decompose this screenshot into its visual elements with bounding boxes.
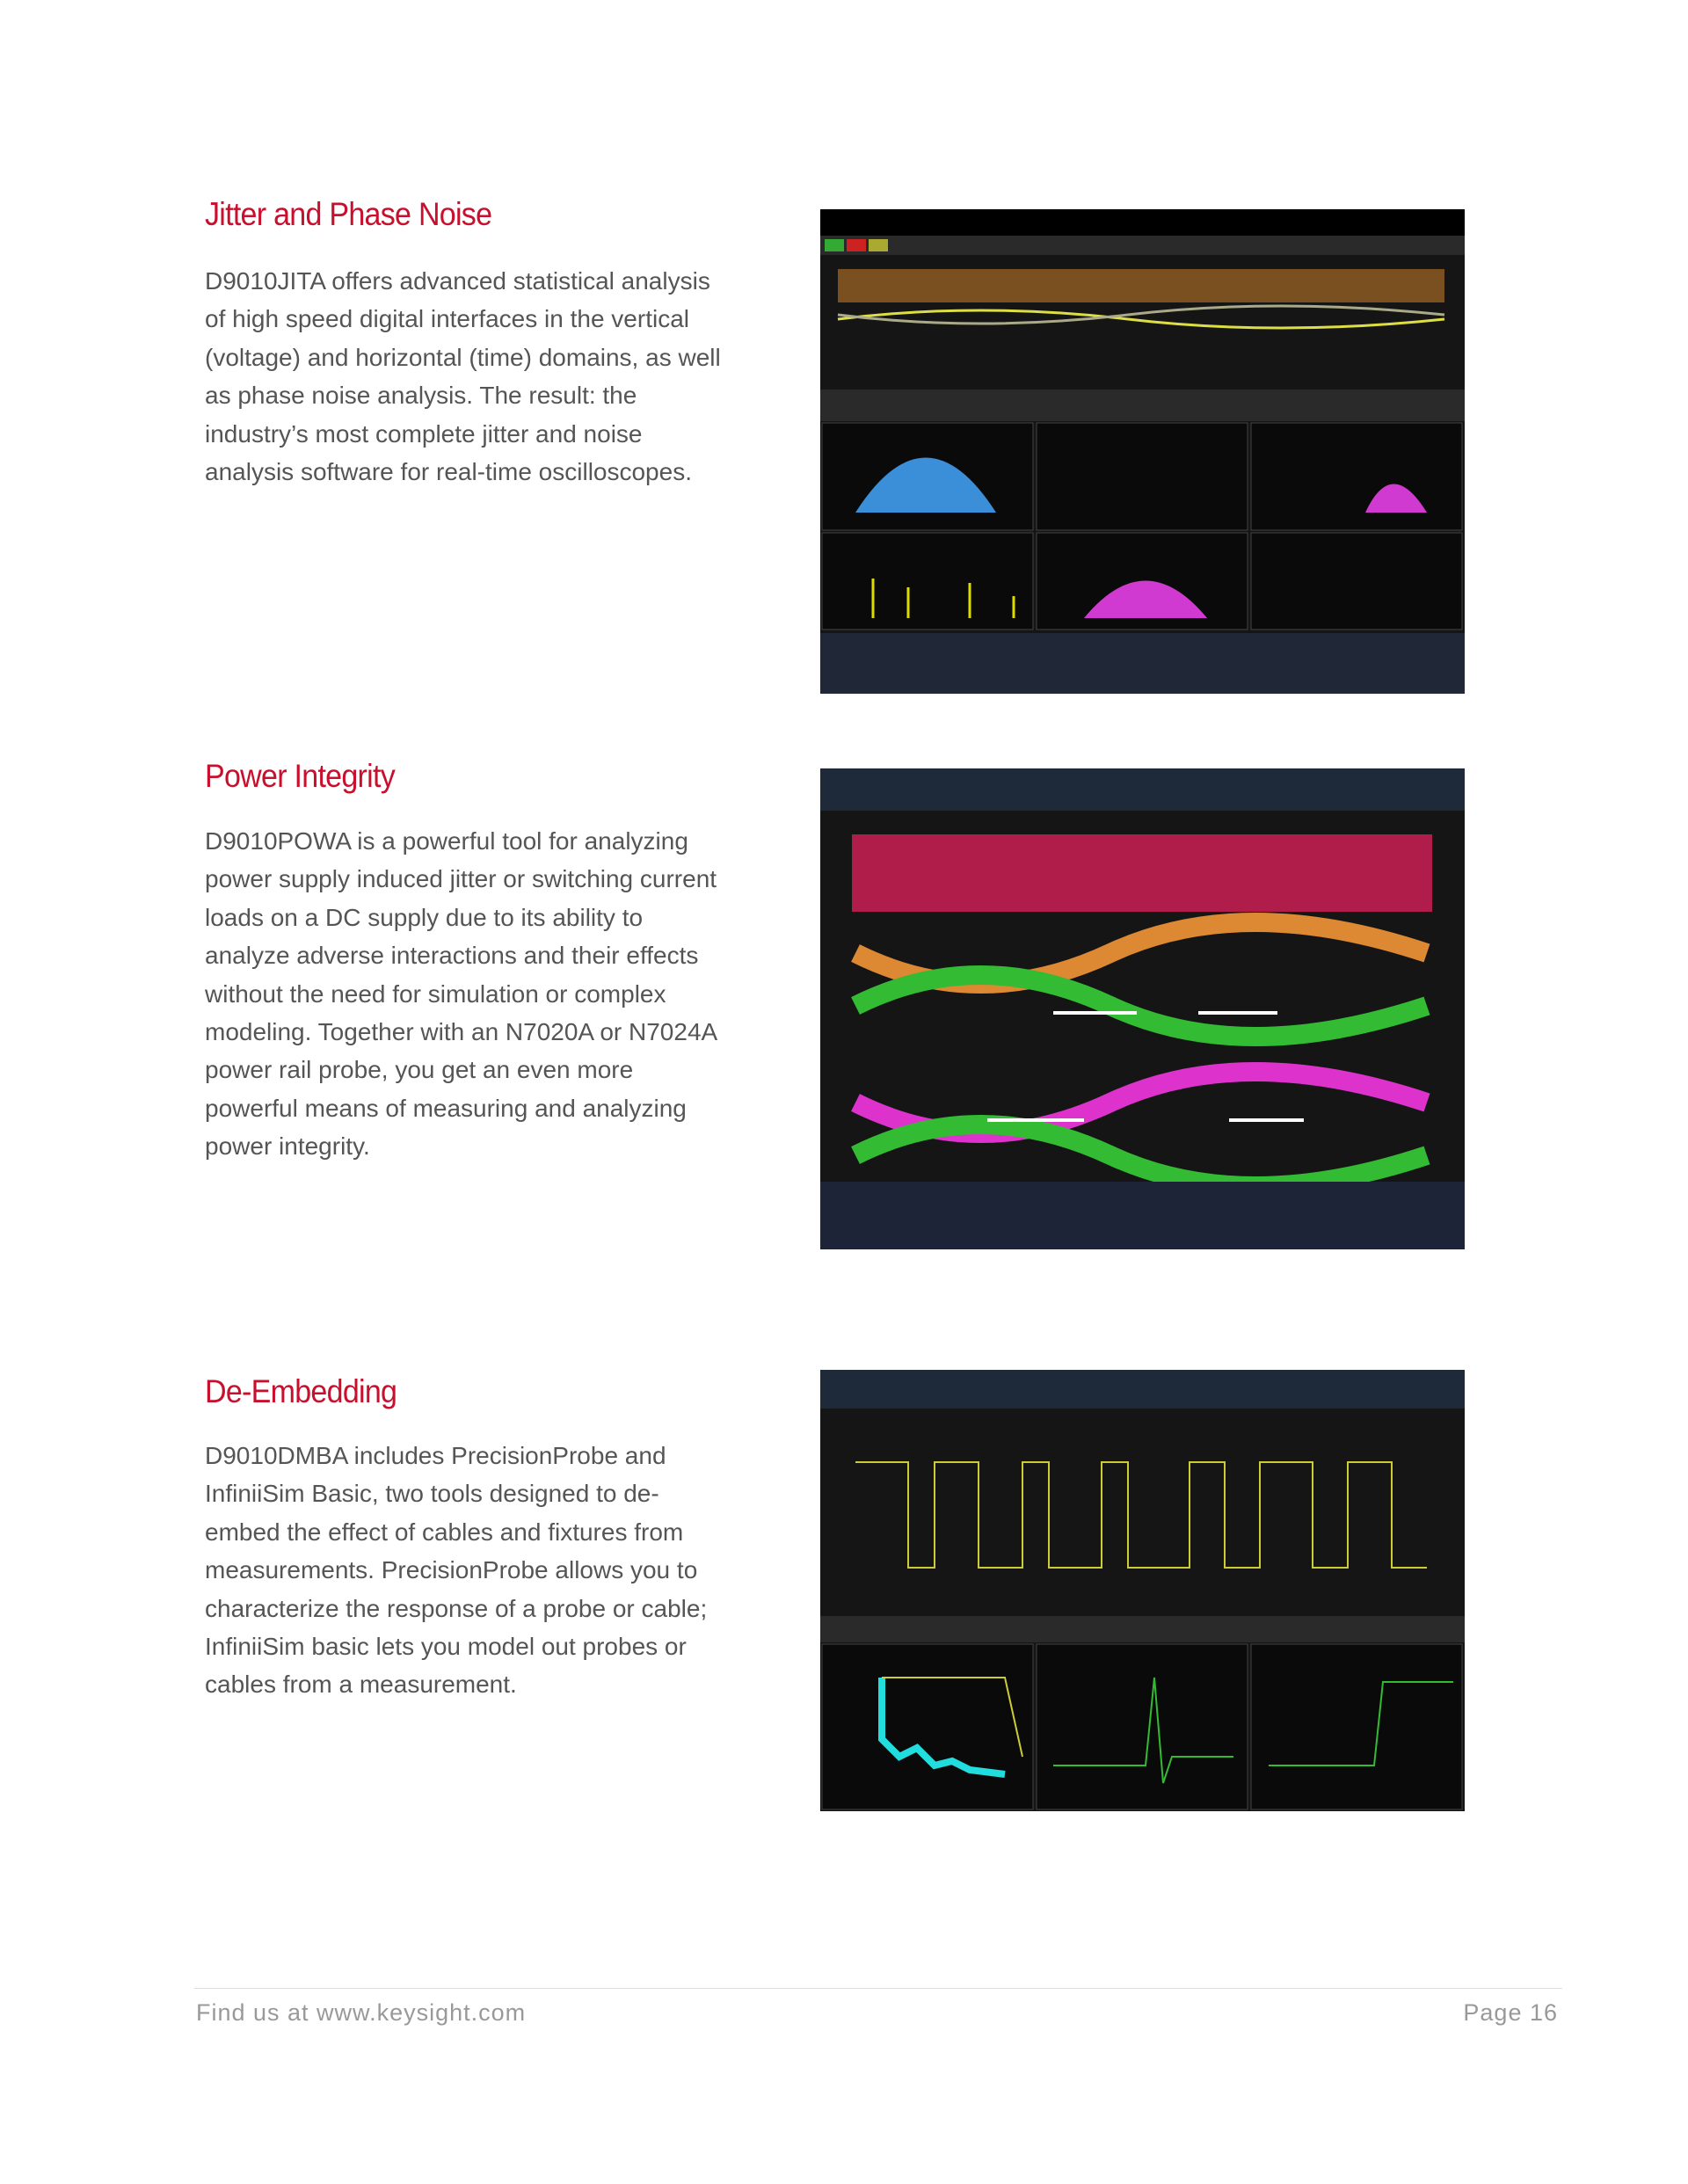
screenshot-graphic xyxy=(820,1370,1465,1810)
text-line: power integrity. xyxy=(205,1132,370,1161)
text-line: powerful means of measuring and analyzin… xyxy=(205,1094,687,1122)
text-line: (voltage) and horizontal (time) domains,… xyxy=(205,343,721,371)
footer-link: Find us at www.keysight.com xyxy=(196,1999,527,2026)
text-line: InfiniiSim basic lets you model out prob… xyxy=(205,1633,687,1661)
footer-rule xyxy=(194,1988,1562,1989)
screenshot-graphic xyxy=(820,768,1465,1249)
screenshot-graphic xyxy=(820,209,1465,694)
text-line: InfiniiSim Basic, two tools designed to … xyxy=(205,1480,659,1508)
screenshot xyxy=(820,209,1465,694)
section-text: D9010JITA offers advanced statistical an… xyxy=(205,262,721,491)
text-line: loads on a DC supply due to its ability … xyxy=(205,903,644,931)
page-number: Page 16 xyxy=(1463,1999,1558,2026)
text-line: industry’s most complete jitter and nois… xyxy=(205,419,643,448)
text-line: characterize the response of a probe or … xyxy=(205,1594,708,1622)
text-line: of high speed digital interfaces in the … xyxy=(205,305,689,333)
section-heading: Power Integrity xyxy=(205,758,396,794)
section-text: D9010POWA is a powerful tool for analyzi… xyxy=(205,822,717,1166)
text-line: modeling. Together with an N7020A or N70… xyxy=(205,1018,718,1046)
text-line: D9010JITA offers advanced statistical an… xyxy=(205,267,710,295)
text-line: without the need for simulation or compl… xyxy=(205,979,666,1008)
text-line: D9010DMBA includes PrecisionProbe and xyxy=(205,1442,666,1469)
section-heading: Jitter and Phase Noise xyxy=(205,196,492,232)
text-line: as phase noise analysis. The result: the xyxy=(205,382,637,410)
screenshot xyxy=(820,768,1465,1249)
section-text: D9010DMBA includes PrecisionProbe and Inf… xyxy=(205,1437,707,1704)
screenshot xyxy=(820,1370,1465,1811)
text-line: analysis software for real-time oscillos… xyxy=(205,458,692,486)
section-heading: De-Embedding xyxy=(205,1373,397,1409)
text-line: cables from a measurement. xyxy=(205,1671,517,1699)
text-line: measurements. PrecisionProbe allows you … xyxy=(205,1556,698,1584)
text-line: power supply induced jitter or switching… xyxy=(205,865,717,893)
text-line: D9010POWA is a powerful tool for analyzi… xyxy=(205,827,688,855)
text-line: analyze adverse interactions and their e… xyxy=(205,942,699,970)
text-line: power rail probe, you get an even more xyxy=(205,1056,634,1084)
text-line: embed the effect of cables and fixtures … xyxy=(205,1518,684,1546)
